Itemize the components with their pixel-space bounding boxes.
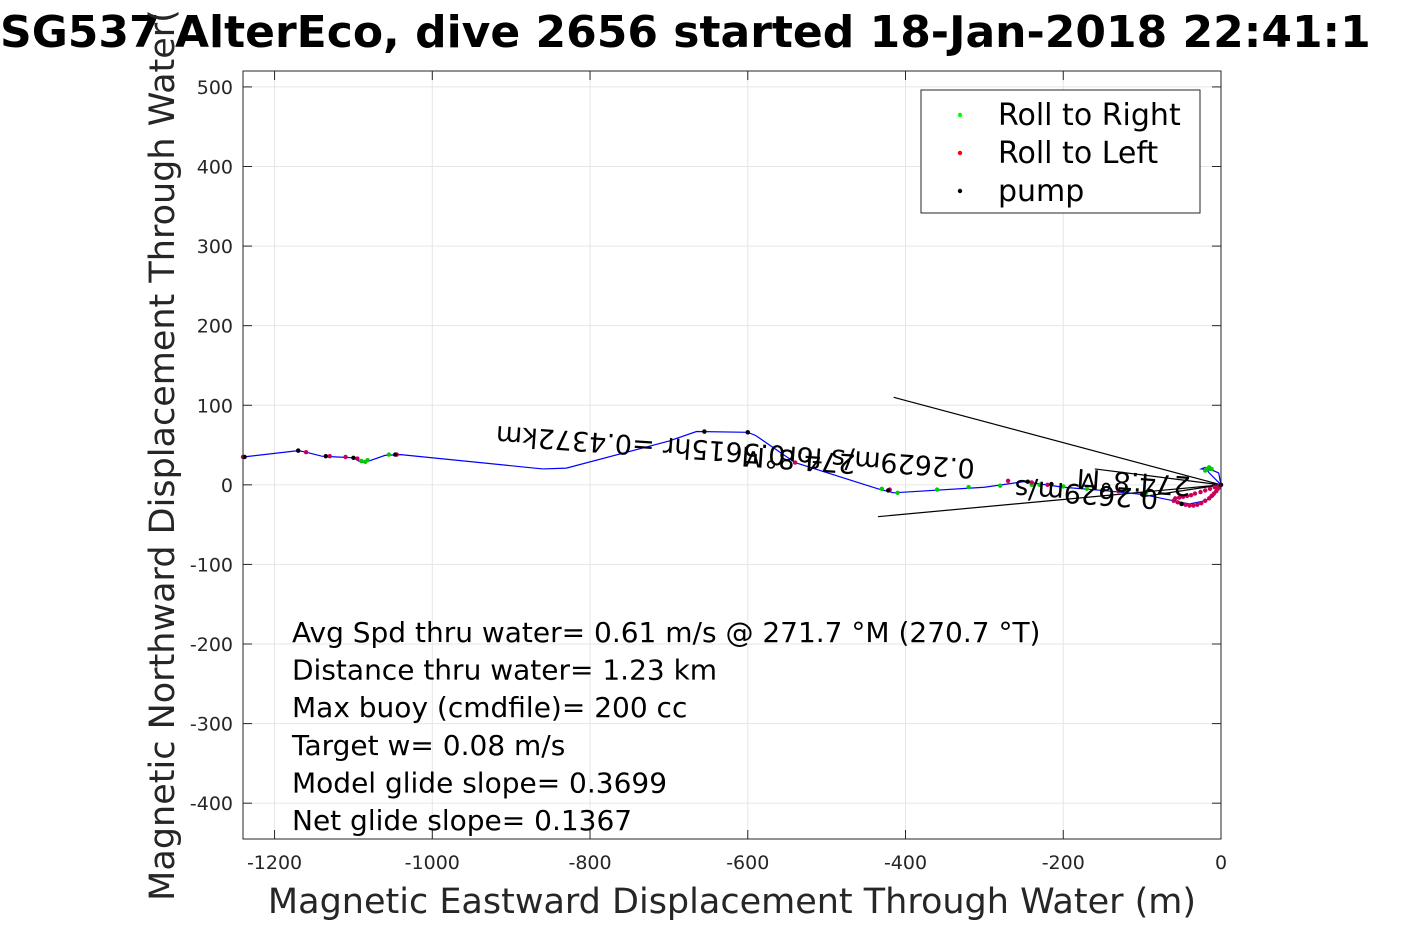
stats-line: Target w= 0.08 m/s [291,729,565,762]
roll-to-left-point [1184,493,1190,499]
roll-to-left-point [1045,482,1050,488]
roll-to-left-point [1180,494,1186,499]
legend-box [920,89,1201,214]
roll-to-left-point [303,450,309,455]
roll-to-left-point [343,454,348,460]
pump-point [1025,479,1030,484]
pump-point [351,455,356,460]
stats-line: Distance thru water= 1.23 km [292,654,717,687]
roll-to-left-point [1192,491,1198,496]
stats-line: Net glide slope= 0.1367 [292,804,632,837]
roll-to-right-point [997,483,1003,488]
plot-frame [242,70,1222,840]
roll-to-left-point [1183,502,1188,507]
pump-point [1100,488,1105,493]
pump-point [885,488,891,493]
roll-to-left-point [1212,485,1217,490]
y-axis-label: Magnetic Northward Displacement Through … [143,9,183,901]
roll-to-left-point [1116,489,1121,494]
pump-point [1139,492,1145,497]
x-tick-label: -1200 [247,852,302,874]
roll-to-right-point [879,486,885,492]
legend-marker [957,112,963,118]
y-tick-label: 500 [197,77,233,99]
y-tick-label: 0 [221,475,233,497]
roll-to-right-point [386,452,392,457]
y-tick-label: 200 [197,316,233,338]
y-tick-label: -200 [190,634,233,656]
y-tick-label: 300 [197,236,233,258]
y-tick-label: 100 [197,395,233,417]
stats-line: Model glide slope= 0.3699 [292,766,667,799]
roll-to-left-point [1005,478,1011,484]
marker-layer [240,429,1224,508]
legend-label: Roll to Right [998,98,1181,133]
roll-to-left-point [1175,500,1180,505]
axis-ticks: -1200 -1000 -800 -600 -400 -200 0-400-300-200-… [190,71,1227,874]
current-vector-line [1142,484,1222,498]
current-vector-line [1094,468,1222,486]
roll-to-left-point [1029,480,1034,485]
current-vector-lines [877,396,1222,518]
x-tick-label: -600 [726,852,769,874]
pump-point [1179,501,1184,507]
roll-to-left-point [1173,496,1178,501]
roll-to-left-point [1176,495,1182,500]
roll-to-left-point [1207,486,1213,492]
roll-to-right-point [1124,489,1129,494]
roll-to-right-point [966,485,971,490]
roll-to-right-point [895,490,900,496]
roll-to-right-point [1037,482,1042,488]
roll-to-right-point [359,458,364,464]
roll-to-left-point [1191,503,1196,508]
legend-label: pump [998,174,1084,209]
x-tick-label: 0 [1215,852,1227,874]
x-tick-label: -1000 [405,852,460,874]
pump-point [1049,481,1054,487]
roll-to-left-point [1203,498,1208,503]
x-tick-label: -400 [884,852,927,874]
pump-point [393,452,398,457]
stats-line: Max buoy (cmdfile)= 200 cc [292,691,687,724]
chart-title: SG537 AlterEco, dive 2656 started 18-Jan… [0,7,1371,58]
y-tick-label: -100 [190,554,233,576]
pump-point [323,453,329,459]
current-vector-line [877,484,1222,518]
roll-to-left-point [1188,492,1194,498]
y-tick-label: 400 [197,157,233,179]
legend-marker [957,150,963,156]
roll-to-left-point [1198,489,1203,495]
pump-point [296,448,301,453]
pump-point [702,429,707,434]
legend-label: Roll to Left [998,136,1158,171]
roll-to-right-point [1084,486,1090,492]
stats-annotations: Avg Spd thru water= 0.61 m/s @ 271.7 °M … [291,616,1040,837]
current-vector-line [893,396,1222,486]
x-tick-label: -800 [568,852,611,874]
roll-to-left-point [1199,500,1204,506]
roll-to-right-point [934,487,940,492]
x-axis-label: Magnetic Eastward Displacement Through W… [268,882,1196,922]
roll-to-right-point [1143,490,1149,496]
y-tick-label: -300 [190,714,233,736]
legend-marker [957,188,963,194]
roll-to-left-point [1195,502,1200,507]
roll-to-left-point [355,456,360,461]
roll-to-right-point [1061,484,1066,489]
roll-to-left-point [792,460,798,465]
x-tick-label: -200 [1042,852,1085,874]
roll-to-left-point [327,453,332,459]
roll-to-right-point [365,457,370,463]
y-tick-label: -400 [190,793,233,815]
roll-to-left-point [1187,503,1192,508]
stats-line: Avg Spd thru water= 0.61 m/s @ 271.7 °M … [292,616,1040,649]
roll-to-left-point [1203,488,1208,493]
pump-point [745,430,750,435]
roll-to-right-point [1209,466,1214,472]
